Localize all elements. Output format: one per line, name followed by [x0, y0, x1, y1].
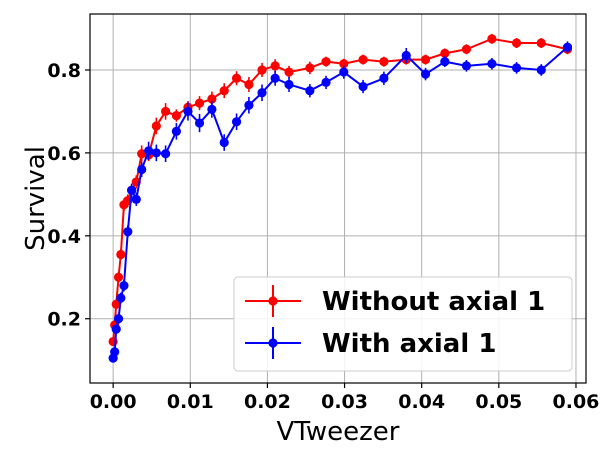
data-point	[144, 146, 154, 156]
axis-ticks: 0.00 0.01 0.02 0.03 0.04 0.05 0.06 0.2 0.4 0.6 0.8	[47, 60, 599, 413]
data-point	[113, 314, 124, 324]
data-point	[461, 44, 472, 54]
data-point	[219, 137, 229, 148]
data-point	[401, 50, 411, 61]
data-point	[358, 81, 368, 92]
data-point	[231, 117, 242, 127]
x-tick-label: 0.06	[553, 391, 600, 413]
data-point	[137, 149, 147, 159]
data-point	[487, 34, 497, 44]
data-point	[207, 94, 217, 104]
data-point	[207, 104, 217, 114]
series-1	[108, 41, 573, 363]
x-tick-label: 0.02	[244, 391, 291, 413]
data-point	[160, 106, 171, 117]
data-point	[127, 185, 137, 195]
data-point	[420, 55, 431, 65]
data-point	[151, 148, 161, 158]
data-point	[420, 69, 431, 79]
data-point	[562, 42, 573, 52]
legend-entry: With axial 1	[245, 327, 496, 359]
data-point	[171, 110, 181, 121]
data-point	[339, 67, 349, 77]
data-point	[440, 57, 450, 67]
legend-marker	[268, 338, 278, 348]
data-point	[379, 73, 389, 83]
data-point	[358, 55, 368, 65]
x-tick-label: 0.05	[475, 391, 522, 413]
x-tick-label: 0.04	[398, 391, 445, 413]
data-point	[321, 57, 331, 67]
data-point	[305, 86, 315, 96]
data-point	[284, 67, 294, 77]
data-point	[270, 73, 280, 83]
data-point	[244, 100, 254, 110]
data-point	[440, 48, 450, 58]
data-point	[305, 63, 315, 73]
data-point	[461, 61, 472, 71]
data-point	[339, 59, 349, 69]
legend-label: Without axial 1	[322, 287, 545, 317]
data-point	[116, 249, 126, 260]
y-tick-label: 0.8	[47, 60, 81, 82]
y-tick-label: 0.4	[47, 226, 81, 248]
grid-lines	[90, 14, 586, 383]
x-tick-label: 0.00	[90, 391, 137, 413]
data-point	[219, 86, 229, 96]
legend: Without axial 1 With axial 1	[233, 276, 573, 372]
data-point	[270, 61, 280, 71]
data-point	[536, 65, 546, 75]
data-point	[110, 347, 120, 357]
data-point	[511, 38, 522, 48]
data-point	[257, 88, 267, 98]
data-point	[536, 38, 546, 48]
data-point	[183, 106, 193, 117]
data-point	[194, 98, 205, 108]
data-point	[131, 194, 141, 204]
y-tick-label: 0.6	[47, 143, 81, 165]
legend-entry: Without axial 1	[245, 285, 545, 317]
data-point	[244, 79, 254, 90]
data-point	[284, 79, 294, 90]
data-point	[379, 57, 389, 67]
data-point	[231, 73, 242, 83]
x-axis-label: VTweezer	[277, 417, 400, 447]
data-point	[487, 59, 497, 69]
y-axis-label: Survival	[21, 146, 51, 251]
legend-marker	[268, 296, 278, 306]
data-point	[113, 272, 124, 282]
data-point	[111, 324, 121, 334]
legend-box	[233, 276, 573, 372]
data-point	[151, 121, 161, 131]
data-point	[116, 293, 126, 303]
x-tick-label: 0.01	[167, 391, 214, 413]
data-point	[160, 149, 171, 159]
series-layer	[108, 33, 573, 363]
data-point	[119, 280, 129, 291]
plot-frame	[89, 13, 587, 384]
y-tick-label: 0.2	[47, 309, 81, 331]
data-point	[511, 63, 522, 73]
data-point	[194, 118, 205, 128]
data-point	[137, 164, 147, 175]
data-point	[321, 77, 331, 88]
data-point	[123, 227, 133, 237]
x-tick-label: 0.03	[321, 391, 368, 413]
data-point	[257, 65, 267, 75]
legend-label: With axial 1	[322, 329, 496, 359]
data-point	[171, 126, 181, 136]
